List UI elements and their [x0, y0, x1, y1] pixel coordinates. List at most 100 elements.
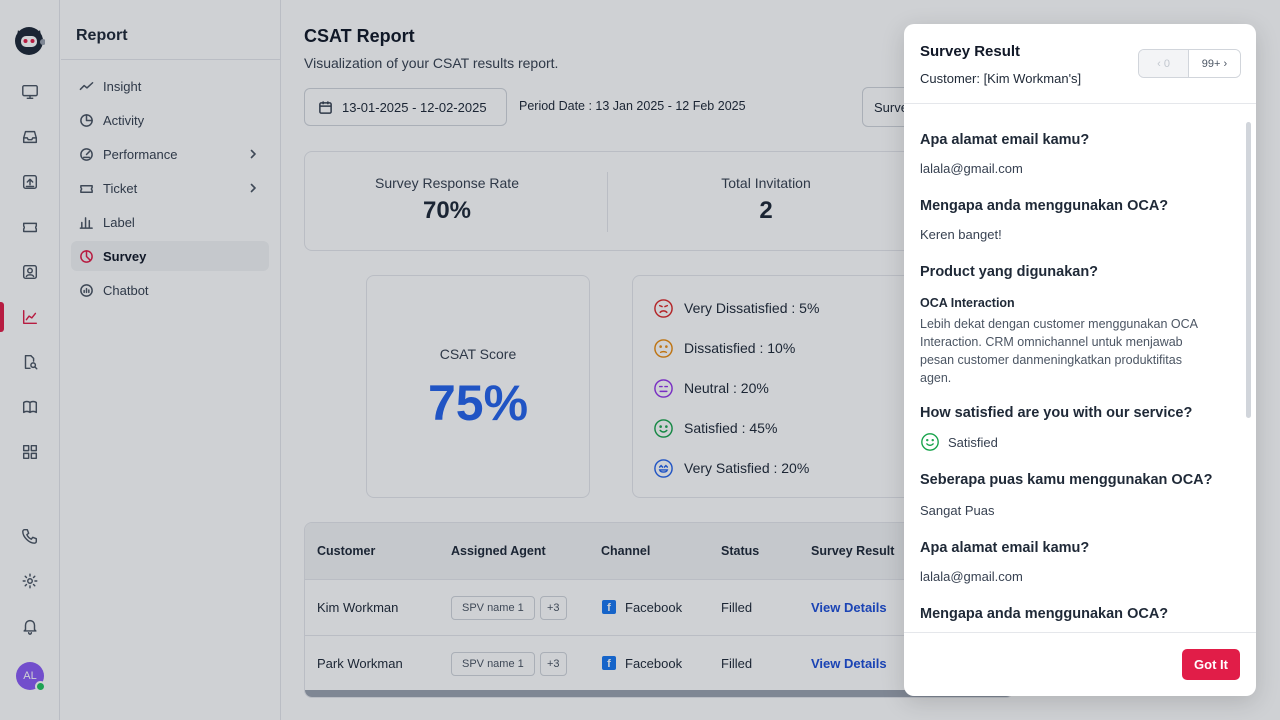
satisfaction-answer: Satisfied	[920, 432, 998, 452]
stat-response-rate: Survey Response Rate 70%	[307, 175, 587, 225]
answer: lalala@gmail.com	[920, 569, 1023, 584]
stat-total-invitation: Total Invitation 2	[626, 175, 906, 225]
survey-result-panel: Survey Result Customer: [Kim Workman's] …	[904, 24, 1256, 696]
pager-prev-count: 0	[1163, 57, 1170, 70]
pie-chart-icon	[80, 113, 93, 127]
pager-next-count: 99+	[1201, 57, 1221, 70]
ticket-icon	[80, 184, 93, 193]
nav-item-performance[interactable]: Performance	[71, 139, 269, 169]
cell-customer: Kim Workman	[317, 600, 399, 615]
got-it-button[interactable]: Got It	[1182, 649, 1240, 680]
inbox-icon[interactable]	[20, 127, 40, 147]
more-agents-chip[interactable]: +3	[540, 652, 567, 676]
nav-item-chatbot[interactable]: Chatbot	[71, 275, 269, 305]
gauge-icon	[80, 147, 93, 161]
table-header: Customer Assigned Agent Channel Status S…	[305, 523, 1013, 579]
dist-dissatisfied: Dissatisfied : 10%	[653, 337, 795, 359]
monitor-icon[interactable]	[20, 82, 40, 102]
chevron-right-icon	[250, 149, 256, 159]
user-avatar[interactable]: AL	[16, 662, 46, 692]
cell-channel: Facebook	[625, 656, 683, 671]
report-chart-icon[interactable]	[20, 307, 40, 327]
nav-item-ticket[interactable]: Ticket	[71, 173, 269, 203]
very-dissatisfied-face-icon	[654, 298, 673, 318]
cell-channel: Facebook	[625, 600, 683, 615]
product-description: Lebih dekat dengan customer menggunakan …	[920, 317, 1198, 385]
table-row: Park Workman SPV name 1 +3 f Facebook Fi…	[305, 635, 1013, 691]
facebook-icon: f	[602, 600, 616, 614]
stat-value: 2	[759, 197, 773, 224]
csat-score-card: CSAT Score 75%	[366, 275, 590, 498]
question: Apa alamat email kamu?	[920, 132, 1090, 148]
col-channel[interactable]: Channel	[601, 544, 651, 558]
more-agents-chip[interactable]: +3	[540, 596, 567, 620]
panel-divider	[904, 103, 1256, 104]
col-customer[interactable]: Customer	[317, 544, 376, 558]
col-status[interactable]: Status	[721, 544, 760, 558]
settings-gear-icon[interactable]	[20, 571, 40, 591]
nav-item-label: Chatbot	[103, 282, 149, 298]
result-pager: ‹ 0 99+ ›	[1138, 49, 1241, 78]
pager-next-button[interactable]: 99+ ›	[1189, 50, 1240, 77]
dist-label: Satisfied : 45%	[684, 420, 778, 436]
report-subnav: Report Insight Activity Performance Tick…	[61, 0, 281, 720]
panel-body[interactable]: Apa alamat email kamu? lalala@gmail.com …	[904, 104, 1256, 632]
table-horizontal-scrollbar[interactable]	[305, 690, 1013, 697]
table-row: Kim Workman SPV name 1 +3 f Facebook Fil…	[305, 579, 1013, 635]
survey-select-value: Surve	[874, 99, 908, 115]
question: Apa alamat email kamu?	[920, 540, 1090, 556]
nav-item-label[interactable]: Label	[71, 207, 269, 237]
apps-grid-icon[interactable]	[20, 442, 40, 462]
cell-status: Filled	[721, 656, 753, 671]
question: Seberapa puas kamu menggunakan OCA?	[920, 472, 1213, 488]
stats-card: Survey Response Rate 70% Total Invitatio…	[304, 151, 1004, 251]
col-assigned-agent[interactable]: Assigned Agent	[451, 544, 546, 558]
document-search-icon[interactable]	[20, 352, 40, 372]
subnav-title: Report	[76, 27, 128, 44]
bell-icon[interactable]	[20, 616, 40, 636]
nav-item-insight[interactable]: Insight	[71, 71, 269, 101]
dist-very-dissatisfied: Very Dissatisfied : 5%	[653, 297, 819, 319]
view-details-link[interactable]: View Details	[811, 600, 887, 615]
dist-label: Very Dissatisfied : 5%	[684, 300, 820, 316]
dist-label: Dissatisfied : 10%	[684, 340, 796, 356]
cell-status: Filled	[721, 600, 753, 615]
answer: lalala@gmail.com	[920, 161, 1023, 176]
agent-chip[interactable]: SPV name 1	[451, 652, 535, 676]
answer: Satisfied	[948, 434, 998, 450]
satisfied-face-icon	[921, 433, 939, 451]
online-status-dot	[35, 681, 46, 692]
agent-chip[interactable]: SPV name 1	[451, 596, 535, 620]
pager-prev-button[interactable]: ‹ 0	[1139, 50, 1190, 77]
survey-table: Customer Assigned Agent Channel Status S…	[304, 522, 1014, 698]
view-details-link[interactable]: View Details	[811, 656, 887, 671]
dist-very-satisfied: Very Satisfied : 20%	[653, 457, 809, 479]
question: Product yang digunakan?	[920, 264, 1099, 280]
calendar-icon	[319, 100, 332, 114]
contact-icon[interactable]	[20, 262, 40, 282]
dist-label: Very Satisfied : 20%	[684, 460, 810, 476]
upload-icon[interactable]	[20, 172, 40, 192]
app-logo[interactable]	[13, 22, 46, 58]
cell-customer: Park Workman	[317, 656, 403, 671]
dissatisfied-face-icon	[654, 338, 673, 358]
dist-neutral: Neutral : 20%	[653, 377, 769, 399]
nav-item-label: Insight	[103, 78, 142, 94]
answer: Keren banget!	[920, 227, 1002, 242]
date-range-picker[interactable]: 13-01-2025 - 12-02-2025	[304, 88, 507, 126]
phone-icon[interactable]	[20, 526, 40, 546]
period-date: Period Date : 13 Jan 2025 - 12 Feb 2025	[519, 99, 746, 113]
question: Mengapa anda menggunakan OCA?	[920, 198, 1169, 214]
panel-customer: Customer: [Kim Workman's]	[920, 71, 1082, 86]
nav-item-label-text: Label	[103, 214, 135, 230]
subnav-divider	[61, 59, 280, 60]
nav-item-survey[interactable]: Survey	[71, 241, 269, 271]
panel-vertical-scrollbar[interactable]	[1246, 122, 1251, 418]
stat-value: 70%	[422, 197, 472, 224]
nav-item-activity[interactable]: Activity	[71, 105, 269, 135]
page-title: CSAT Report	[304, 26, 415, 46]
book-icon[interactable]	[20, 397, 40, 417]
avatar-initials: AL	[23, 670, 37, 682]
ticket-icon[interactable]	[20, 217, 40, 237]
col-survey-result[interactable]: Survey Result	[811, 544, 895, 558]
